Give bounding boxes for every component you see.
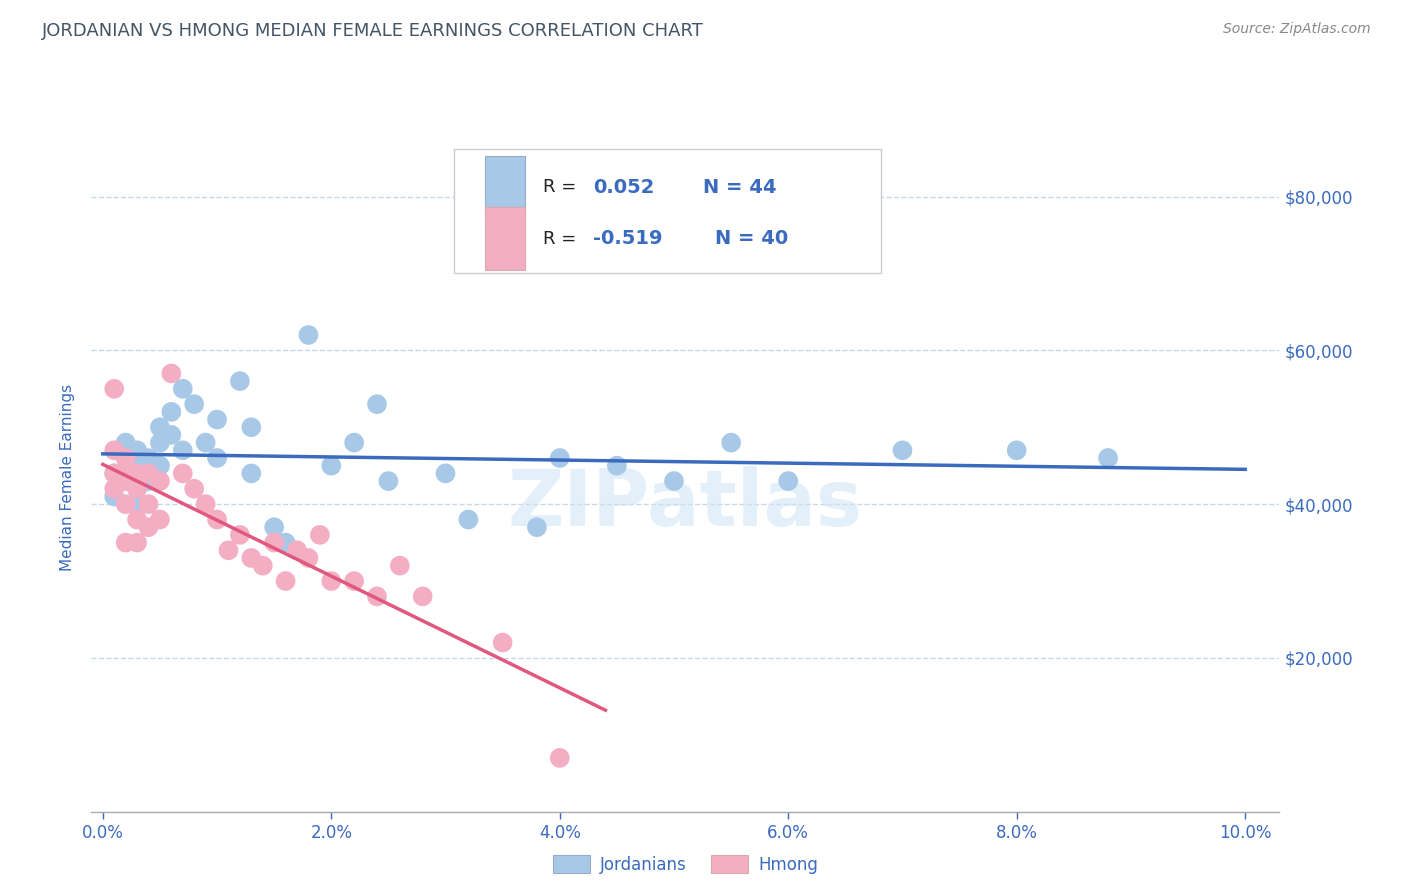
Point [388,558,411,573]
Point [240,551,263,566]
Point [252,558,274,573]
Point [138,467,160,481]
Point [149,435,172,450]
Point [720,435,742,450]
Point [160,405,183,419]
Point [662,474,685,488]
Point [127,443,148,458]
Point [149,458,172,473]
Point [377,474,399,488]
Text: -0.519: -0.519 [593,229,662,248]
Legend: Jordanians, Hmong: Jordanians, Hmong [547,848,824,880]
Text: Source: ZipAtlas.com: Source: ZipAtlas.com [1223,22,1371,37]
Point [205,412,228,426]
FancyBboxPatch shape [485,208,524,270]
Point [172,382,194,396]
Point [343,574,366,588]
Point [127,512,148,526]
Point [138,450,160,465]
Point [172,467,194,481]
Point [114,474,136,488]
Point [127,482,148,496]
Y-axis label: Median Female Earnings: Median Female Earnings [60,384,76,571]
Point [229,528,252,542]
Point [103,467,125,481]
Point [1097,450,1119,465]
Point [1005,443,1028,458]
Point [891,443,914,458]
Point [412,590,434,604]
Point [103,490,125,504]
Point [217,543,239,558]
Point [366,590,388,604]
Point [548,450,571,465]
Point [160,428,183,442]
Point [103,382,125,396]
Point [138,474,160,488]
Point [160,367,183,381]
Point [297,328,319,343]
Point [240,467,263,481]
Point [457,512,479,526]
Point [548,751,571,765]
Point [103,443,125,458]
Point [114,435,136,450]
Point [274,535,297,549]
Point [205,512,228,526]
Point [103,467,125,481]
Point [366,397,388,411]
Point [321,458,343,473]
Point [229,374,252,388]
Point [114,535,136,549]
Point [321,574,343,588]
Point [114,450,136,465]
Text: 0.052: 0.052 [593,178,654,196]
Text: JORDANIAN VS HMONG MEDIAN FEMALE EARNINGS CORRELATION CHART: JORDANIAN VS HMONG MEDIAN FEMALE EARNING… [42,22,704,40]
Text: R =: R = [543,178,582,196]
Text: R =: R = [543,230,582,248]
Point [149,474,172,488]
Point [114,467,136,481]
FancyBboxPatch shape [454,150,882,273]
Text: ZIPatlas: ZIPatlas [508,466,863,542]
Point [606,458,628,473]
Point [194,435,217,450]
Point [127,458,148,473]
Point [127,467,148,481]
Point [127,482,148,496]
Text: N = 40: N = 40 [716,229,789,248]
Text: N = 44: N = 44 [703,178,776,196]
Point [434,467,457,481]
Point [526,520,548,534]
Point [778,474,800,488]
Point [308,528,330,542]
Point [138,497,160,511]
Point [138,467,160,481]
Point [114,474,136,488]
Point [491,635,513,649]
Point [127,497,148,511]
Point [205,450,228,465]
Point [127,474,148,488]
Point [183,397,205,411]
Point [127,535,148,549]
Point [138,520,160,534]
Point [343,435,366,450]
Point [103,482,125,496]
FancyBboxPatch shape [485,155,524,219]
Point [114,450,136,465]
Point [149,512,172,526]
Point [263,535,285,549]
Point [183,482,205,496]
Point [194,497,217,511]
Point [240,420,263,434]
Point [114,497,136,511]
Point [297,551,319,566]
Point [274,574,297,588]
Point [149,420,172,434]
Point [172,443,194,458]
Point [285,543,308,558]
Point [263,520,285,534]
